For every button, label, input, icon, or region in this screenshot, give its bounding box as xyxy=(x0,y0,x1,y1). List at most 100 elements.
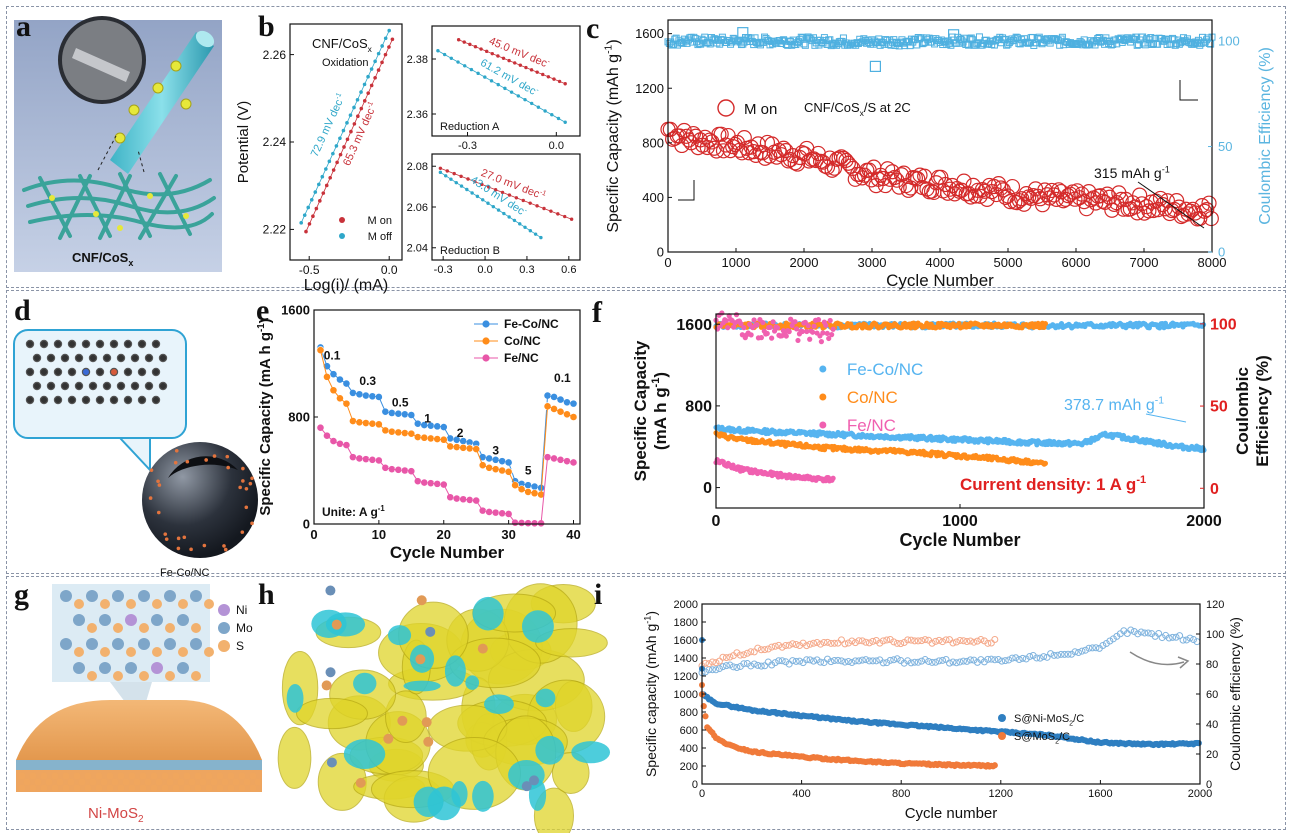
sheet-atom xyxy=(150,784,158,792)
data-point xyxy=(1054,651,1062,659)
series-line xyxy=(417,480,425,484)
data-point xyxy=(879,659,887,667)
sheet-atom xyxy=(183,784,191,792)
sheet-atom xyxy=(216,784,224,792)
charge-depletion xyxy=(286,683,304,713)
capacity-point xyxy=(1201,195,1217,211)
data-point xyxy=(754,644,762,652)
data-point xyxy=(769,335,775,341)
y-tick-label: 1600 xyxy=(676,317,712,334)
y-axis-label: Specific Capacity (mA h g-1) xyxy=(256,318,274,515)
series-line xyxy=(514,484,522,490)
data-point xyxy=(806,656,814,664)
atom xyxy=(477,643,488,654)
data-point xyxy=(977,656,985,664)
atom xyxy=(416,595,427,606)
data-point xyxy=(823,638,831,646)
data-point xyxy=(799,328,805,335)
series-line xyxy=(320,350,328,377)
series-line xyxy=(346,383,354,394)
data-point xyxy=(813,639,821,647)
x-tick-label: 0.6 xyxy=(561,264,576,276)
data-point xyxy=(914,658,922,666)
y-axis-label: Potential (V) xyxy=(235,101,252,184)
graphene-atom xyxy=(109,367,119,377)
charge-depletion xyxy=(353,672,377,695)
ce-point xyxy=(716,40,724,48)
series-line xyxy=(553,396,561,401)
data-point xyxy=(810,329,816,335)
data-point xyxy=(980,637,988,645)
graphene-atom xyxy=(39,367,49,377)
data-point xyxy=(740,651,748,659)
series-line xyxy=(333,440,341,445)
panel-d-illustration xyxy=(13,329,258,558)
capacity-point xyxy=(840,155,856,171)
series-line xyxy=(365,422,373,425)
lattice-atom xyxy=(100,647,110,657)
data-point xyxy=(723,318,729,324)
data-point xyxy=(1106,637,1114,645)
capacity-point xyxy=(1004,178,1021,195)
y2-axis-label: Coulombic xyxy=(1233,367,1252,455)
data-point xyxy=(803,656,811,664)
sheet-atom xyxy=(84,772,92,780)
sheet-atom xyxy=(106,772,114,780)
series-line xyxy=(482,456,490,459)
legend-label: CNF/CoSx/S at 2C xyxy=(804,100,911,118)
data-point xyxy=(1127,626,1135,634)
chart-f-cycling: 0 1000 2000 0 800 1600 0 50 100 Cycle Number Speci… xyxy=(631,310,1272,550)
series-line xyxy=(430,425,438,427)
series-line xyxy=(372,423,379,425)
data-point xyxy=(1137,628,1145,636)
series-line xyxy=(359,421,366,424)
sheet-atom xyxy=(205,772,213,780)
series-line xyxy=(482,510,490,513)
data-point xyxy=(820,638,828,646)
sheet-atom xyxy=(51,772,59,780)
data-point xyxy=(815,317,822,323)
ce-outlier xyxy=(869,60,882,73)
capacity-point xyxy=(1062,186,1078,202)
y-tick-label: 0 xyxy=(703,480,712,497)
data-point xyxy=(807,336,813,342)
panel-label-g: g xyxy=(14,578,29,611)
data-point xyxy=(963,657,971,665)
panel-g-caption: Ni-MoS2 xyxy=(88,805,144,825)
data-point xyxy=(786,329,792,335)
data-point xyxy=(1134,630,1142,638)
y-tick-label: 2.04 xyxy=(407,243,428,255)
data-point xyxy=(841,658,849,666)
data-point xyxy=(966,656,974,664)
series-line xyxy=(547,405,555,410)
data-point xyxy=(918,637,926,645)
capacity-point xyxy=(1099,186,1115,202)
x-tick-label: 3000 xyxy=(858,255,887,270)
graphene-atom xyxy=(39,339,49,349)
data-point xyxy=(782,641,790,649)
y2-tick-label: 100 xyxy=(1210,316,1237,333)
dopant-atom xyxy=(163,532,168,536)
series-line xyxy=(352,392,360,395)
data-point xyxy=(820,659,828,667)
lattice-atom xyxy=(87,671,97,681)
graphene-atom xyxy=(81,395,91,405)
data-point xyxy=(837,636,845,644)
graphene-atom xyxy=(46,353,56,363)
series-line xyxy=(372,459,379,461)
graphene-atom xyxy=(151,339,161,349)
series-line xyxy=(463,498,470,501)
series-line xyxy=(326,365,334,375)
x-tick-label: 10 xyxy=(372,527,386,542)
dopant-atom xyxy=(222,544,226,548)
series-line xyxy=(553,457,561,461)
data-point xyxy=(1109,635,1117,643)
graphene-atom xyxy=(109,339,119,349)
sheet-atom xyxy=(78,778,86,786)
data-point xyxy=(1008,654,1016,662)
atom xyxy=(521,781,532,792)
data-point xyxy=(768,661,776,669)
x-tick-label: 4000 xyxy=(926,255,955,270)
graphene-atom xyxy=(158,353,168,363)
data-point xyxy=(761,646,769,654)
